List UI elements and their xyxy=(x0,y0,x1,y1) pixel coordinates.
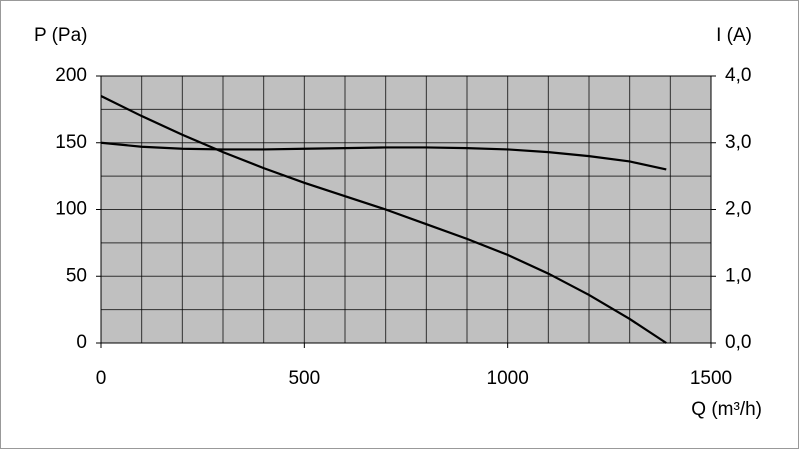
x-tick-label: 1000 xyxy=(487,368,529,389)
line xyxy=(100,95,667,344)
x-tick-label: 1500 xyxy=(690,368,732,389)
y-tick-label: 150 xyxy=(55,132,87,153)
y-axis-label: P (Pa) xyxy=(34,25,88,46)
y2-tick-label: 0,0 xyxy=(725,332,751,353)
x-tick-label: 0 xyxy=(96,368,107,389)
y2-tick-label: 1,0 xyxy=(725,265,751,286)
y2-tick-label: 3,0 xyxy=(725,132,751,153)
y-tick-label: 100 xyxy=(55,199,87,220)
line xyxy=(100,141,667,171)
y2-tick-label: 4,0 xyxy=(725,65,751,86)
y-tick-label: 50 xyxy=(66,265,87,286)
y2-tick-label: 2,0 xyxy=(725,199,751,220)
y-tick-label: 200 xyxy=(55,65,87,86)
y-tick-label: 0 xyxy=(76,332,87,353)
y2-axis-label: I (A) xyxy=(716,25,752,46)
plot-border xyxy=(100,75,712,344)
x-tick-label: 500 xyxy=(288,368,320,389)
x-axis-label: Q (m³/h) xyxy=(691,399,762,420)
